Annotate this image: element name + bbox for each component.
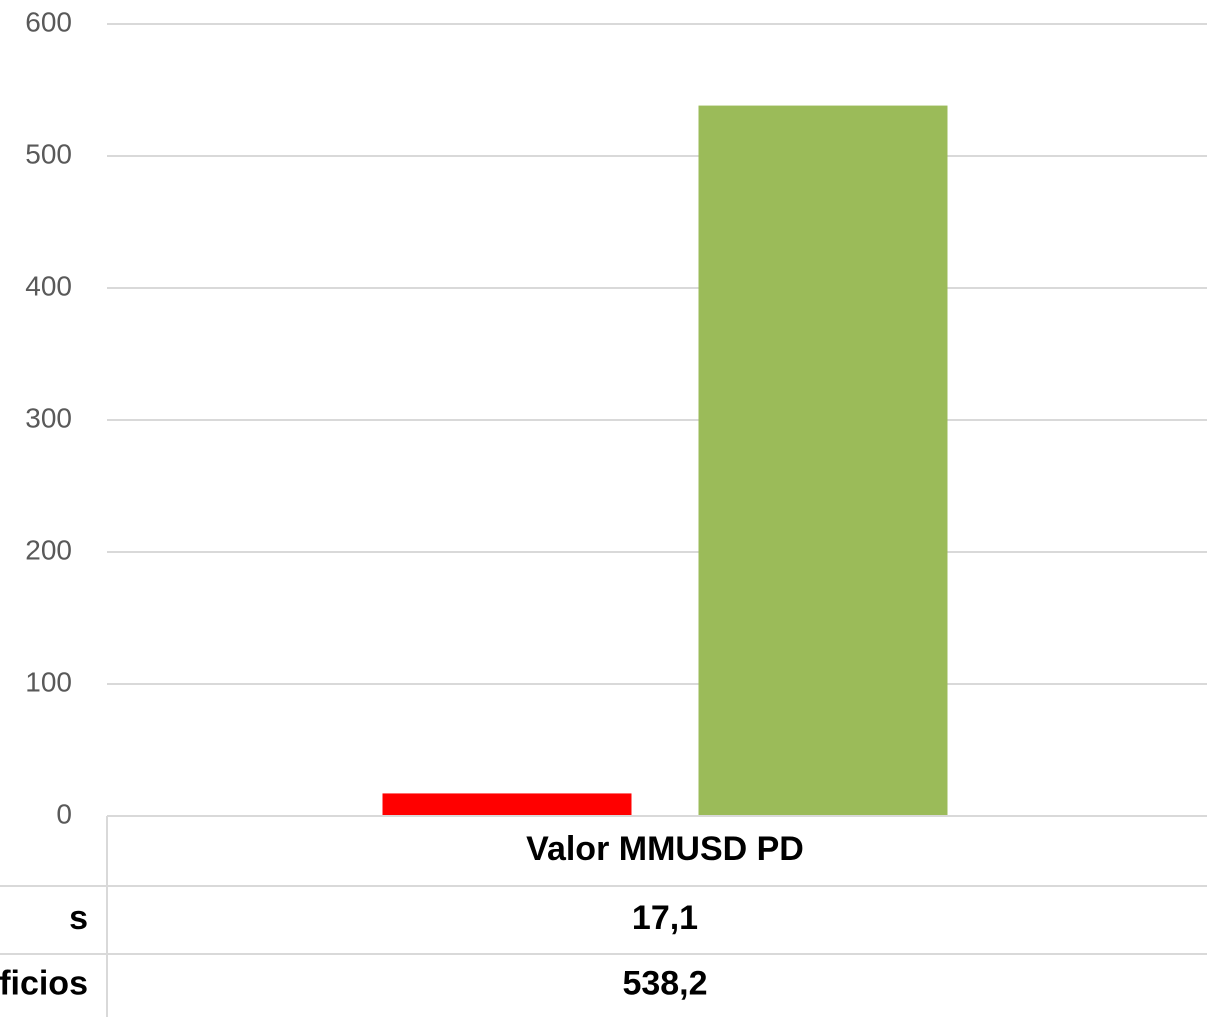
legend-label: ficios (0, 964, 88, 1002)
bar (698, 105, 948, 817)
data-label: 17,1 (632, 899, 698, 937)
x-tick-label: Valor MMUSD PD (526, 830, 804, 868)
bar (382, 793, 632, 816)
y-tick-label: 500 (25, 138, 72, 169)
y-tick-label: 200 (25, 534, 72, 565)
y-tick-label: 300 (25, 402, 72, 433)
y-tick-label: 400 (25, 270, 72, 301)
data-label: 538,2 (622, 964, 707, 1002)
y-tick-label: 100 (25, 666, 72, 697)
y-tick-label: 0 (56, 798, 72, 829)
y-tick-label: 600 (25, 6, 72, 37)
legend-label: s (69, 899, 88, 937)
